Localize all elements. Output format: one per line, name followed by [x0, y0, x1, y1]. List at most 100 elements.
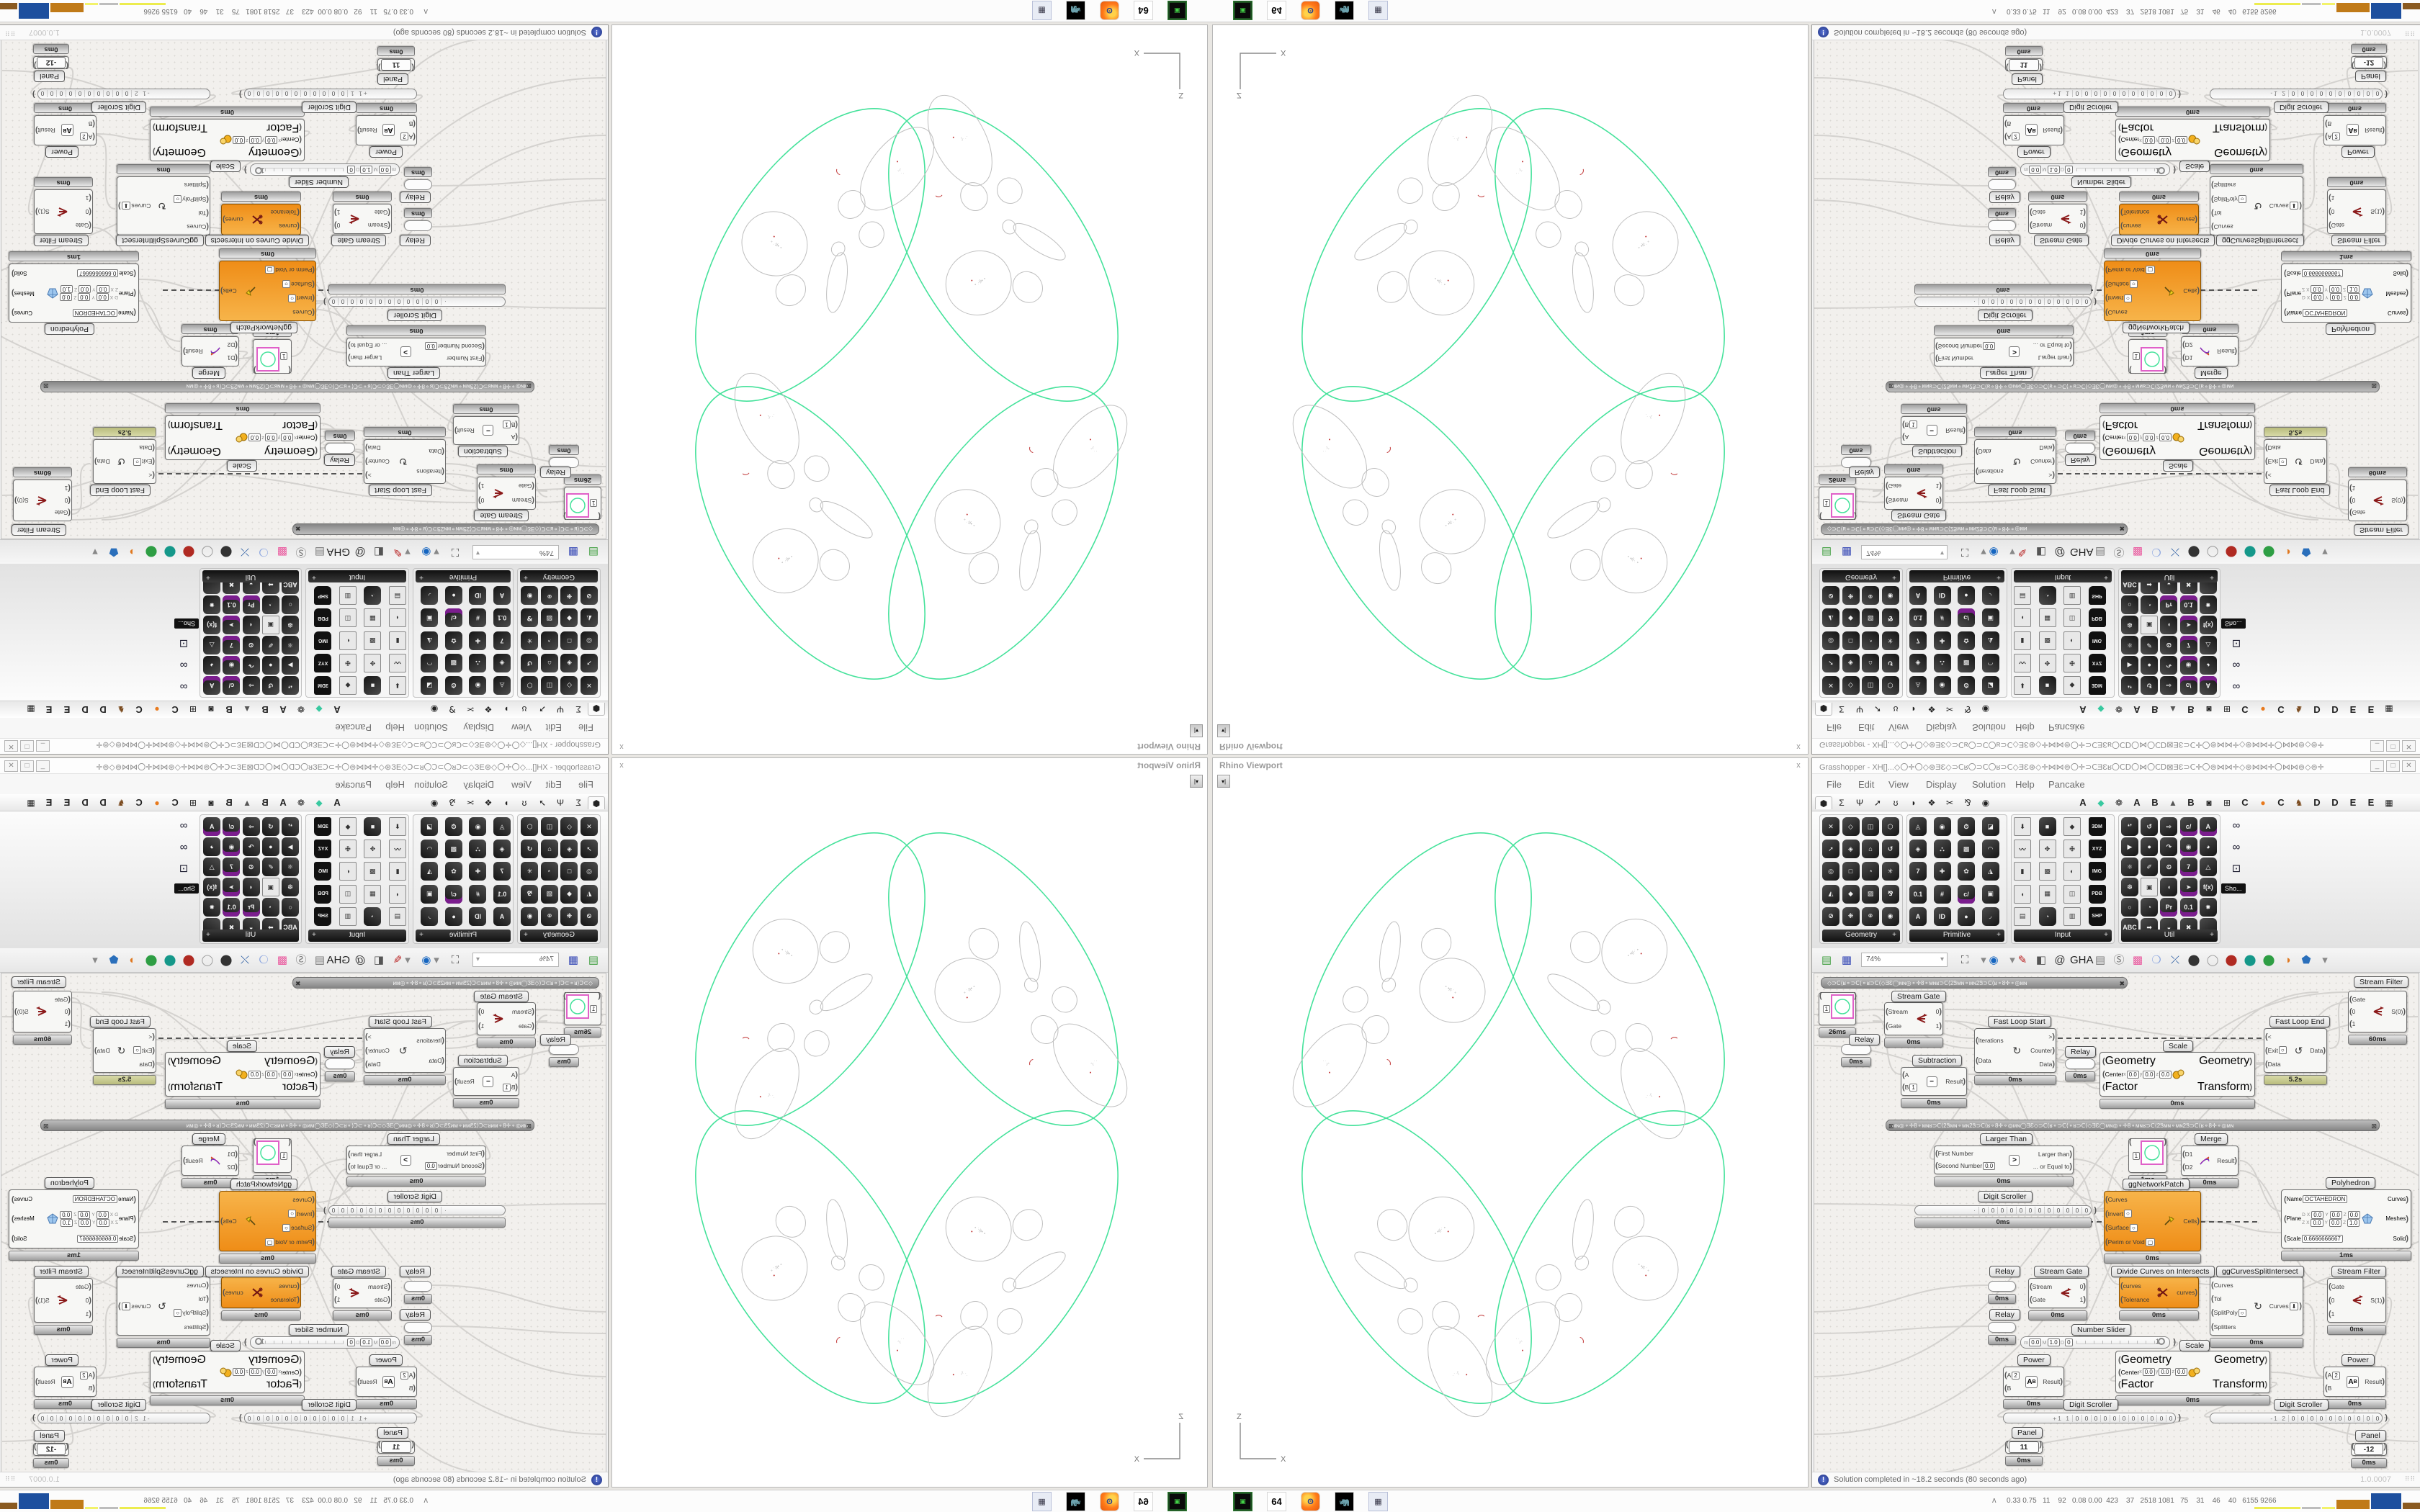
coord-box[interactable]: 0.0 — [281, 1070, 294, 1079]
nametag[interactable]: ggNetworkPatch — [2123, 322, 2190, 333]
output-port[interactable]: ) — [2323, 1046, 2326, 1055]
component-body[interactable]: (Curves(Tol(SplitPoly ○(Splitters ↻ Curves ⬇… — [117, 1277, 210, 1336]
component-sub1[interactable]: (A(B 1− Result) 0ms — [453, 1067, 519, 1108]
output-port[interactable]: ) — [220, 287, 223, 295]
component-icon[interactable]: PDB — [314, 884, 332, 904]
component-ggcsi[interactable]: (Curves(Tol(SplitPoly ○(Splitters ↻ Curves ⬇… — [2210, 1277, 2303, 1348]
toolbar-icon-19[interactable]: ⬤ — [145, 546, 158, 558]
component-icon[interactable]: Pr — [242, 898, 260, 917]
goggles-icon[interactable]: ∞ — [179, 819, 188, 832]
output-port[interactable]: ) — [2060, 126, 2063, 135]
component-icon[interactable]: ❆ — [282, 878, 299, 896]
output-port[interactable]: ) — [378, 1440, 381, 1449]
component-body[interactable]: (Curves(Tol(SplitPoly ○(Splitters ↻ Curves ⬇… — [2210, 176, 2303, 235]
close-icon[interactable]: x — [1796, 761, 1801, 770]
nametag[interactable]: Fast Loop End — [89, 1016, 151, 1027]
digit-cell[interactable]: 0 — [357, 1207, 367, 1214]
toolbar-icon-14[interactable]: ⤫ — [2170, 954, 2179, 966]
nametag[interactable]: Stream Filter — [2331, 235, 2387, 246]
taskbar-icon-rhino[interactable]: 🦏 — [1335, 1492, 1354, 1511]
coord-box[interactable]: 0.0 — [2329, 285, 2342, 294]
output-port[interactable]: ) — [35, 1377, 38, 1386]
component-icon[interactable]: ✿ — [1958, 862, 1975, 881]
ribbon-panel-label[interactable]: Geometry + — [520, 930, 598, 942]
nametag[interactable]: ggCurvesSplitIntersect — [2216, 1266, 2304, 1277]
component-icon[interactable]: c/ — [1958, 608, 1975, 628]
component-icon[interactable]: ○ — [2121, 898, 2138, 917]
coord-box[interactable]: 0.0 — [232, 1368, 246, 1376]
relay-body[interactable] — [404, 179, 432, 190]
toolbar-icon-7[interactable]: ◧ — [373, 954, 385, 966]
digit-cell[interactable]: 0 — [2025, 298, 2035, 305]
output-port[interactable]: ) — [239, 90, 242, 99]
menu-item-file[interactable]: File — [1827, 779, 1842, 790]
component-icon[interactable]: f(x) — [2199, 616, 2217, 634]
taskbar-icon-rhino[interactable]: 🦏 — [1066, 1492, 1085, 1511]
component-icon[interactable]: ◭ — [581, 608, 598, 628]
component-icon[interactable]: 7 — [2179, 636, 2197, 654]
input-port[interactable]: ( — [1819, 991, 1822, 1000]
component-panel2[interactable]: (-12) 0ms — [33, 44, 69, 70]
component-icon[interactable]: ⅋ — [1881, 884, 1899, 904]
component-icon[interactable]: ⊘ — [1822, 906, 1839, 926]
tab-23[interactable]: D — [2313, 704, 2321, 715]
input-port[interactable]: ( — [299, 1367, 302, 1377]
component-icon[interactable]: 0.1 — [223, 898, 241, 917]
component-icon[interactable]: ↺ — [1881, 653, 1899, 672]
input-port[interactable]: ( — [413, 132, 416, 141]
component-icon[interactable]: ◖ — [242, 878, 260, 896]
component-icon[interactable]: ○ — [282, 898, 299, 917]
output-port[interactable]: ) — [35, 207, 38, 216]
input-port[interactable]: ( — [89, 194, 91, 203]
output-port[interactable]: ) — [2382, 126, 2385, 135]
component-icon[interactable]: □ — [560, 631, 578, 650]
component-icon[interactable]: ◮ — [421, 631, 439, 650]
ribbon-panel-label[interactable]: Geometry + — [1822, 930, 1900, 942]
taskbar-icon-calc[interactable]: ▦ — [1032, 1, 1052, 20]
output-port[interactable]: ) — [12, 1214, 14, 1223]
component-icon[interactable]: c/ — [445, 608, 462, 628]
input-port[interactable]: ( — [133, 1194, 136, 1204]
component-icon[interactable]: f(x) — [2199, 878, 2217, 896]
component-relay4[interactable]: 0ms — [1988, 167, 2016, 190]
component-icon[interactable]: ➤ — [2179, 616, 2197, 634]
digit-cell[interactable]: 0 — [2100, 1414, 2110, 1422]
component-icon[interactable]: ⏱ — [445, 817, 462, 836]
toolbar-icon-7[interactable]: ◧ — [2035, 546, 2047, 558]
component-icon[interactable]: ◠ — [1981, 653, 1999, 672]
component-icon[interactable]: 3DM — [2088, 817, 2106, 836]
toolbar-icon-11[interactable]: Ⓢ — [295, 954, 307, 966]
input-port[interactable]: ( — [89, 207, 91, 217]
tab-21[interactable]: C — [2277, 797, 2285, 808]
component-fle[interactable]: (<(Exit ○(Data ↺ Data) 5.2s — [2264, 427, 2327, 484]
input-port[interactable]: ( — [532, 496, 534, 505]
component-body[interactable]: (curves(Tolerance curves) — [2119, 204, 2199, 235]
component-icon[interactable]: ◔ — [541, 631, 558, 650]
tab-20[interactable]: ● — [154, 798, 160, 808]
taskbar-icon-console[interactable]: ▣ — [1168, 1492, 1187, 1511]
input-port[interactable]: ( — [206, 1322, 209, 1331]
component-body[interactable]: (Gate(0(1 S(1)) — [34, 1278, 93, 1323]
component-icon[interactable]: ▦ — [364, 884, 382, 904]
toolbar-icon-12[interactable]: ▩ — [277, 546, 288, 558]
nametag[interactable]: Stream Gate — [1891, 991, 1946, 1002]
component-icon[interactable]: Pr — [2160, 595, 2178, 614]
nametag[interactable]: ggCurvesSplitIntersect — [2216, 235, 2304, 246]
output-port[interactable]: ) — [348, 354, 351, 363]
digit-cell[interactable]: 0 — [2307, 90, 2316, 98]
component-pow2[interactable]: (A 2(B A B Result) 0ms — [34, 103, 97, 145]
output-port[interactable]: ) — [12, 289, 14, 298]
nametag[interactable]: Panel — [2355, 71, 2386, 82]
ribbon-panel-label[interactable]: Util + — [202, 570, 299, 582]
output-port[interactable]: ) — [2382, 207, 2385, 216]
output-port[interactable]: ) — [244, 1338, 247, 1346]
coord-box[interactable]: 0.0 — [78, 285, 91, 294]
output-port[interactable]: ) — [334, 1282, 337, 1291]
nametag[interactable]: Stream Gate — [474, 510, 529, 521]
tab-19[interactable]: C — [171, 797, 179, 808]
input-port[interactable]: ( — [92, 119, 95, 128]
toolbar-icon-9[interactable]: GHA — [2070, 954, 2094, 966]
component-sf2[interactable]: (Gate(0(1 S(1)) 0ms — [34, 1278, 93, 1335]
digit-cell[interactable]: 0 — [2316, 1414, 2326, 1422]
